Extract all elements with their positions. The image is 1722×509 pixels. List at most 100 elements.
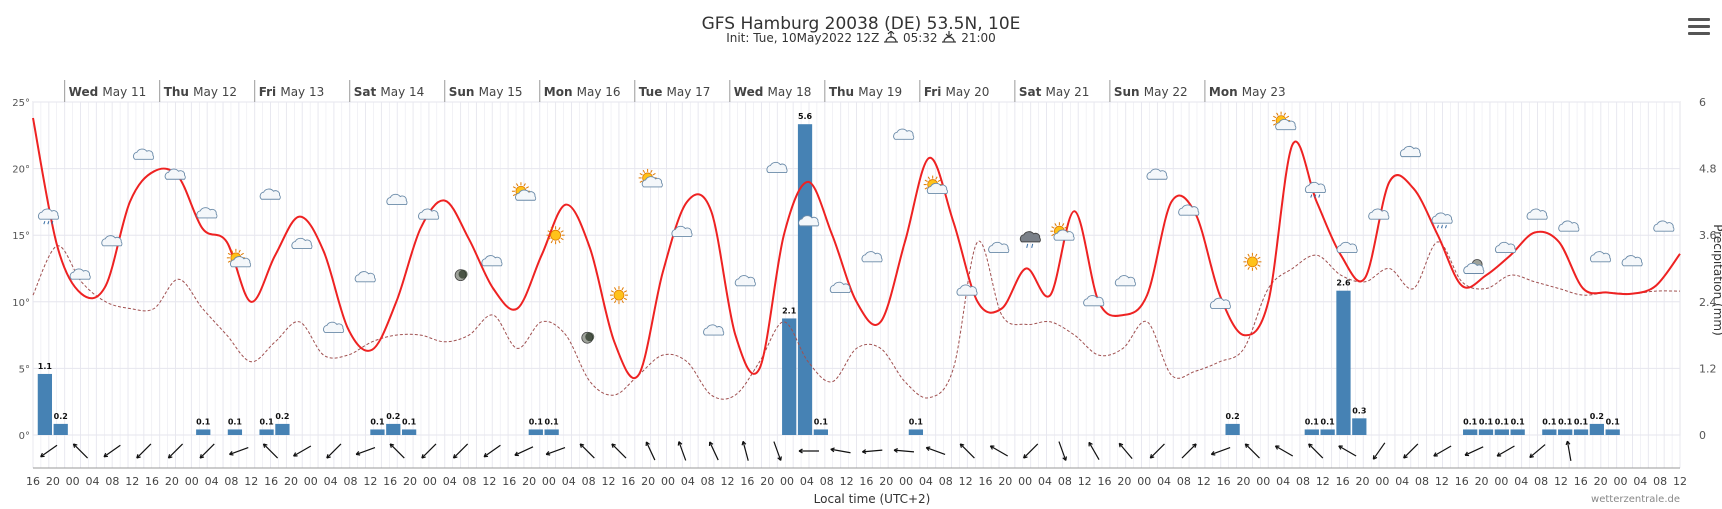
sun-ray [1051,226,1055,229]
cloud-icon [259,188,281,200]
x-tick-label: 12 [1316,475,1330,488]
sun-ray [523,183,526,187]
sun-ray [547,230,551,233]
x-axis-title: Local time (UTC+2) [814,492,931,506]
wind-arrow [1274,445,1294,457]
sun-ray [935,176,938,180]
x-tick-label: 04 [1157,475,1171,488]
precip-bar [53,423,68,435]
day-label: Sat May 14 [354,85,425,99]
wind-head [1338,445,1342,450]
wind-shaft [1058,441,1067,461]
x-tick-label: 04 [443,475,457,488]
x-tick-label: 00 [1256,475,1270,488]
precip-bar [1589,423,1604,435]
wind-shaft [959,443,975,459]
precip-bar [1494,429,1509,435]
precip-bar [1352,418,1367,435]
wind-shaft [1433,445,1452,457]
precip-label: 0.1 [370,417,385,426]
wind-shaft [40,444,58,458]
wind-shaft [1118,442,1133,460]
wind-shaft [453,443,469,459]
hamburger-menu-icon[interactable] [1688,18,1710,36]
sun-ray [614,300,617,304]
wind-shaft [263,443,279,459]
moon-shadow [585,332,595,342]
cloud-shape [133,148,155,160]
wind-head [893,449,898,453]
moon-cloud-icon [1463,259,1485,274]
wind-shaft [1496,445,1515,457]
day-label: Sun May 15 [449,85,523,99]
cloud-shape [926,182,948,195]
wind-head [677,441,680,446]
wind-arrow [40,444,58,458]
x-tick-label: 00 [542,475,556,488]
cloud-icon [481,255,503,267]
precip-bar [908,429,924,435]
precip-label: 0.2 [275,412,289,421]
sun-ray [1254,266,1258,270]
dewpoint-line [32,240,1681,400]
wind-head [798,450,803,454]
temperature-lines [32,117,1681,400]
cloud-icon [418,208,440,220]
wind-arrow [989,445,1008,457]
precip-bar [797,124,813,435]
cloud-icon [133,148,155,160]
x-tick-label: 04 [800,475,814,488]
sun-icon [1243,252,1262,271]
wind-head [168,456,173,459]
x-axis: 16 20 00 04 08 12 16 20 00 04 08 12 16 20 00 04 08 12 16 20… [26,467,1687,488]
x-tick-label: 20 [760,475,774,488]
cloud-shape [1275,118,1297,131]
sunset-icon [942,31,957,43]
cloud-shape [69,268,91,280]
x-tick-label: 12 [244,475,258,488]
y-tick-left: 10° [12,298,30,309]
x-tick-label: 20 [46,475,60,488]
precip-label: 5.6 [798,112,813,121]
cloud-shape [641,176,663,188]
wind-shaft [709,441,719,461]
wind-head [1065,456,1067,461]
rain-drop [1318,194,1321,198]
precip-bar [1510,429,1525,435]
wind-head [925,447,930,451]
sunrise-icon [884,30,899,43]
wind-shaft [1181,443,1197,459]
x-tick-label: 16 [26,475,40,488]
rain-drop [51,221,54,225]
wind-arrow [579,443,595,459]
precip-label: 0.1 [1511,417,1526,426]
x-tick-label: 20 [1236,475,1250,488]
sun-ray [927,176,931,180]
x-tick-label: 16 [502,475,516,488]
weather-icons [38,111,1675,344]
partly-sunny-icon [638,168,663,188]
precip-bar [782,318,797,435]
wind-shaft [1529,444,1546,458]
cloud-shape [1463,262,1485,274]
x-tick-label: 12 [125,475,139,488]
cloud-shape [38,208,60,220]
credit-link[interactable]: wetterzentrale.de [1591,494,1680,505]
wind-shaft [893,449,915,453]
sun-ray [1283,112,1287,116]
x-tick-label: 08 [463,475,477,488]
wind-shaft [103,444,121,458]
wind-arrow [262,443,279,459]
wind-arrow [893,447,915,453]
cloud-icon [1114,275,1136,287]
cloud-shape [988,241,1010,253]
rain-drop [1440,225,1443,229]
x-tick-label: 16 [859,475,873,488]
wind-head [611,443,614,448]
init-label: Init: Tue, 10May2022 12Z [726,31,880,45]
sun-ray [550,227,554,231]
precip-bar [528,429,543,435]
x-tick-label: 20 [1594,475,1608,488]
x-tick-label: 00 [1613,475,1627,488]
x-tick-label: 00 [1494,475,1508,488]
